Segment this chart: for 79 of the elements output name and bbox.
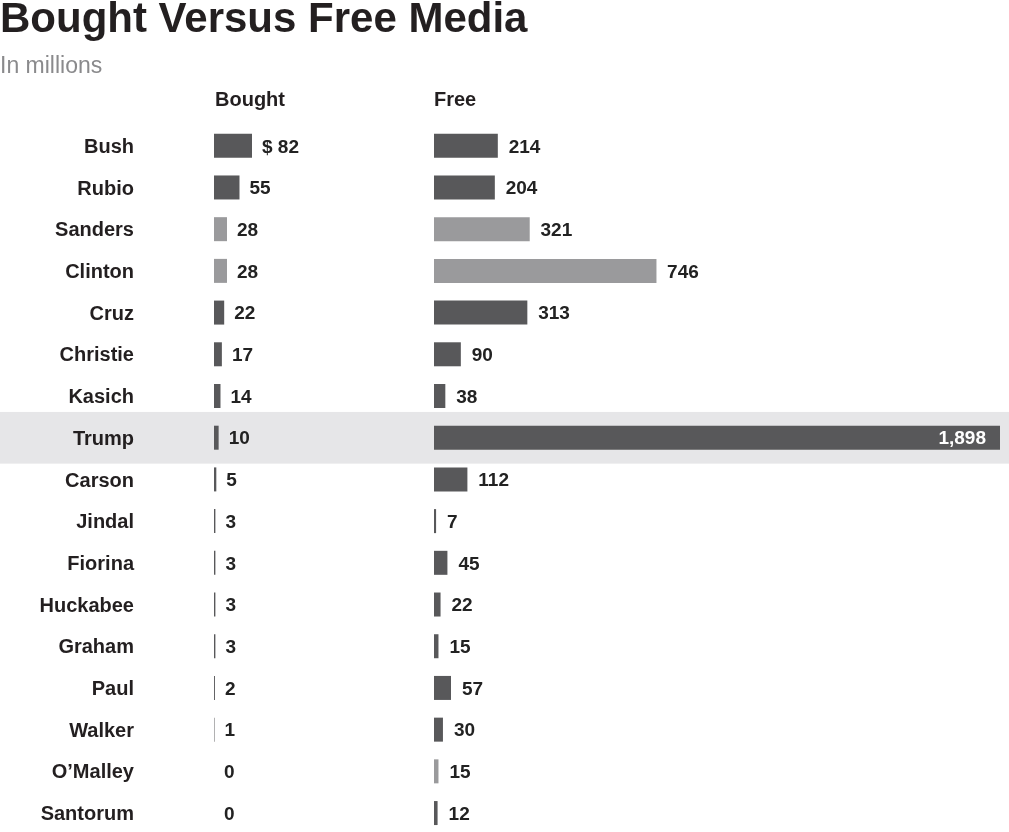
data-label: 15 [449, 635, 472, 657]
chart-subtitle: In millions [0, 52, 103, 79]
data-label: $ 82 [262, 135, 299, 157]
x-axis-title: Free [434, 88, 477, 111]
data-label: 0 [224, 761, 235, 783]
x-axis-title: Bought [215, 88, 285, 111]
y-tick-label: Sanders [55, 218, 134, 241]
y-tick-label: Rubio [77, 176, 134, 199]
y-tick-label: Fiorina [67, 551, 135, 574]
bar [434, 509, 437, 534]
y-tick-label: Huckabee [39, 593, 134, 616]
bar [434, 175, 495, 200]
data-label: 57 [461, 677, 484, 699]
bar [434, 467, 468, 492]
data-label: 1,898 [938, 427, 986, 449]
data-label: 14 [230, 385, 253, 407]
data-label: 3 [225, 510, 236, 532]
chart-title: Bought Versus Free Media [0, 0, 528, 42]
y-tick-label: Clinton [65, 259, 134, 282]
bar [434, 759, 439, 784]
y-tick-label: Jindal [76, 510, 134, 533]
y-tick-label: Paul [91, 677, 134, 700]
data-label: 7 [447, 510, 458, 532]
bar [434, 801, 438, 826]
bar [214, 342, 222, 367]
y-tick-label: Christie [59, 343, 134, 366]
data-label: 45 [458, 552, 480, 574]
bar [214, 175, 240, 200]
data-label: 746 [667, 260, 699, 282]
data-label: 204 [505, 177, 538, 199]
y-tick-label: Trump [72, 426, 134, 449]
data-label: 22 [234, 302, 256, 324]
data-label: 112 [478, 469, 509, 491]
bar [214, 383, 221, 408]
data-label: 3 [225, 594, 236, 616]
data-label: 3 [225, 635, 236, 657]
bar [434, 634, 439, 659]
bar [214, 133, 252, 158]
bar [434, 550, 448, 575]
data-label: 10 [228, 427, 250, 449]
bar [434, 717, 443, 742]
y-tick-label: O’Malley [51, 760, 135, 783]
data-label: 321 [540, 218, 573, 240]
y-tick-label: Cruz [89, 301, 134, 324]
y-tick-label: Carson [65, 468, 134, 491]
data-label: 28 [236, 218, 259, 240]
bar [214, 300, 225, 325]
data-label: 28 [236, 260, 259, 282]
bar [434, 258, 657, 283]
y-tick-label: Santorum [40, 802, 134, 825]
data-label: 38 [456, 385, 478, 407]
data-label: 3 [225, 552, 236, 574]
data-label: 12 [448, 802, 470, 824]
bar [434, 342, 461, 367]
bar [214, 258, 227, 283]
data-label: 55 [249, 177, 272, 199]
data-label: 5 [226, 469, 238, 491]
y-tick-label: Kasich [68, 385, 134, 408]
data-label: 1 [224, 719, 236, 741]
bar [214, 217, 227, 242]
data-label: 214 [508, 135, 541, 157]
data-label: 0 [224, 802, 235, 824]
y-tick-label: Bush [84, 134, 134, 157]
data-label: 2 [224, 677, 236, 699]
y-tick-label: Graham [58, 635, 134, 658]
bar [434, 383, 446, 408]
bar [434, 675, 451, 700]
data-label: 313 [538, 302, 570, 324]
data-label: 15 [449, 761, 472, 783]
bar [434, 133, 498, 158]
data-label: 17 [231, 344, 254, 366]
data-label: 30 [453, 719, 476, 741]
data-label: 22 [451, 594, 473, 616]
bar [434, 217, 530, 242]
bar [434, 592, 441, 617]
bar [214, 425, 219, 450]
data-label: 90 [471, 344, 493, 366]
y-tick-label: Walker [69, 718, 135, 741]
bar [434, 300, 528, 325]
